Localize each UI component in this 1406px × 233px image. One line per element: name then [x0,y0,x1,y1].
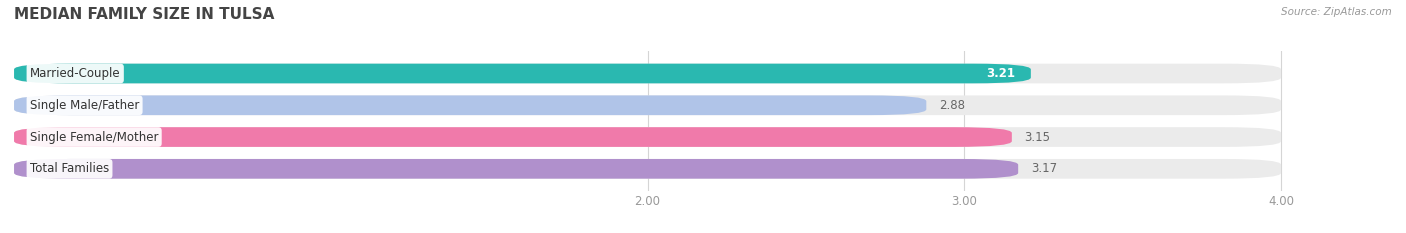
Text: Single Male/Father: Single Male/Father [30,99,139,112]
Text: Single Female/Mother: Single Female/Mother [30,130,159,144]
Text: MEDIAN FAMILY SIZE IN TULSA: MEDIAN FAMILY SIZE IN TULSA [14,7,274,22]
FancyBboxPatch shape [14,159,1018,179]
FancyBboxPatch shape [14,64,1281,83]
FancyBboxPatch shape [14,159,1281,179]
Text: Total Families: Total Families [30,162,110,175]
FancyBboxPatch shape [14,127,1012,147]
FancyBboxPatch shape [14,127,1281,147]
Text: Source: ZipAtlas.com: Source: ZipAtlas.com [1281,7,1392,17]
Text: 3.15: 3.15 [1025,130,1050,144]
FancyBboxPatch shape [14,96,1281,115]
Text: 3.21: 3.21 [986,67,1015,80]
Text: 2.88: 2.88 [939,99,965,112]
FancyBboxPatch shape [14,64,1031,83]
Text: Married-Couple: Married-Couple [30,67,121,80]
FancyBboxPatch shape [14,96,927,115]
Text: 3.17: 3.17 [1031,162,1057,175]
